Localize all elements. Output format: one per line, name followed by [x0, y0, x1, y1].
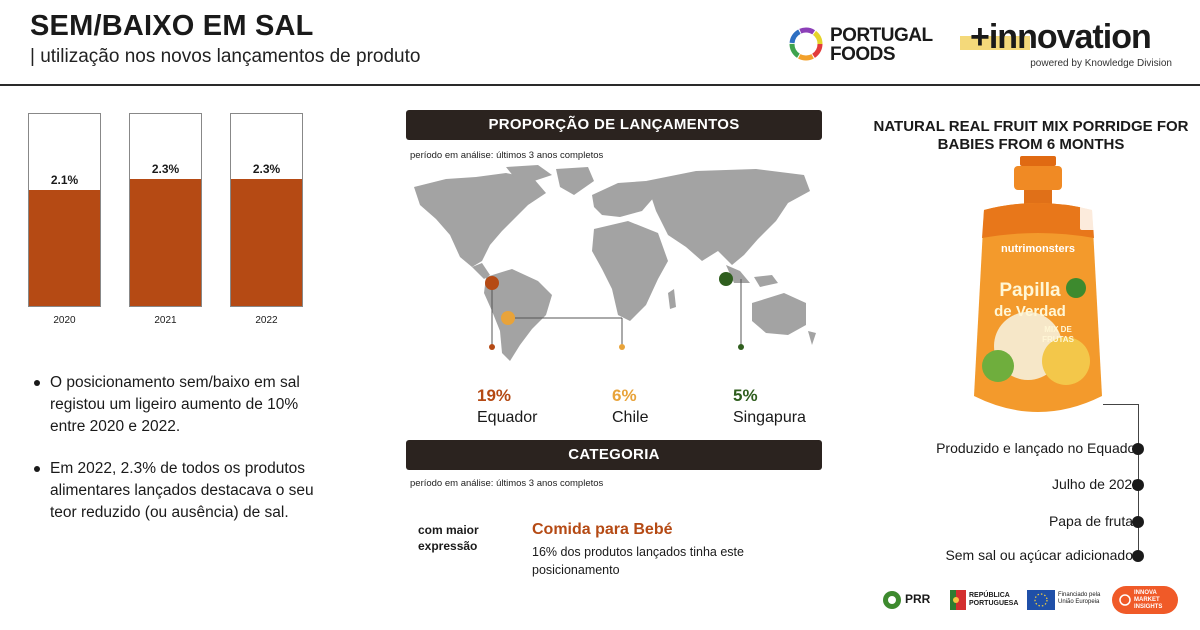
insight-item: O posicionamento sem/baixo em sal regist… [32, 372, 332, 438]
page-subtitle: | utilização nos novos lançamentos de pr… [30, 46, 421, 67]
portugal-foods-ring-icon [789, 27, 823, 61]
pouch-name-line1: Papilla [999, 280, 1061, 301]
bar-fill [231, 179, 302, 306]
bar-value-label: 2.3% [151, 162, 180, 176]
page-title: SEM/BAIXO EM SAL [30, 10, 314, 42]
pouch-sub-line2: FRUTAS [1042, 335, 1075, 344]
bar-value-label: 2.3% [252, 162, 281, 176]
innovation-powered-by: powered by Knowledge Division [1030, 58, 1172, 69]
bar-2020: 2.1% [28, 113, 101, 307]
pouch-brand: nutrimonsters [1001, 243, 1075, 255]
categoria-note: período em análise: últimos 3 anos compl… [410, 478, 604, 489]
product-fact: Sem sal ou açúcar adicionados [945, 547, 1140, 563]
categoria-label: com maior expressão [418, 522, 479, 554]
innova-line3: INSIGHTS [1134, 604, 1163, 610]
categoria-label-line2: expressão [418, 539, 478, 553]
bar-year-label: 2020 [53, 315, 76, 326]
fact-dot-icon [1132, 516, 1144, 528]
innovation-logo: +innovation powered by Knowledge Divisio… [960, 14, 1180, 74]
chile-marker-icon [501, 311, 515, 325]
pouch-sub-line1: MIX DE [1044, 325, 1072, 334]
prr-logo: PRR [882, 586, 944, 614]
republica-line2: PORTUGUESA [969, 600, 1019, 607]
bar-2022: 2.3% [230, 113, 303, 307]
republica-line1: REPÚBLICA [969, 592, 1010, 599]
singapura-marker-icon [719, 272, 733, 286]
insights-list: O posicionamento sem/baixo em sal regist… [32, 372, 332, 544]
categoria-name: Comida para Bebé [532, 521, 673, 538]
fact-dot-icon [1132, 443, 1144, 455]
product-fact: Papa de frutas [1048, 513, 1140, 529]
equador-label: Equador [477, 409, 538, 426]
logo-pf-line1: PORTUGAL [830, 25, 933, 46]
bar-fill [29, 190, 100, 306]
republica-logo: REPÚBLICA PORTUGUESA [950, 586, 1020, 614]
categoria-desc: 16% dos produtos lançados tinha este pos… [532, 545, 744, 577]
bar-fill [130, 179, 201, 306]
insight-item: Em 2022, 2.3% de todos os produtos alime… [32, 458, 332, 524]
categoria-label-line1: com maior [418, 523, 479, 537]
innova-circle-icon [1119, 594, 1131, 606]
logo-pf-line2: FOODS [830, 44, 896, 65]
singapura-pct: 5% [733, 386, 758, 405]
chile-label: Chile [612, 409, 649, 426]
product-fact: Produzido e lançado no Equador [936, 440, 1140, 456]
header-divider [0, 84, 1200, 86]
fact-dot-icon [1132, 479, 1144, 491]
bar-year-label: 2021 [154, 315, 177, 326]
fact-dot-icon [1132, 550, 1144, 562]
bar-value-label: 2.1% [50, 173, 79, 187]
bar-2021: 2.3% [129, 113, 202, 307]
product-pouch-image: nutrimonsters Papilla de Verdad MIX DE F… [974, 156, 1102, 412]
proporcao-note: período em análise: últimos 3 anos compl… [410, 150, 604, 161]
eu-logo: Financiado pela União Europeia [1027, 586, 1103, 614]
eu-flag-icon [1027, 590, 1055, 610]
chile-pct: 6% [612, 386, 637, 405]
pouch-name-line2: de Verdad [994, 303, 1066, 320]
world-map [414, 165, 816, 361]
facts-connector [1103, 404, 1138, 405]
eu-line2: União Europeia [1058, 599, 1100, 605]
singapura-label: Singapura [733, 409, 806, 426]
equador-pct: 19% [477, 386, 512, 405]
prr-emblem-icon [883, 591, 901, 609]
equador-marker-icon [485, 276, 499, 290]
innova-line2: MARKET [1134, 597, 1160, 603]
eu-line1: Financiado pela [1058, 592, 1101, 598]
innova-logo: INNOVA MARKET INSIGHTS [1112, 586, 1178, 614]
republica-flag-icon [950, 590, 966, 610]
categoria-heading: CATEGORIA [406, 440, 822, 470]
prr-text: PRR [905, 592, 931, 606]
bar-year-label: 2022 [255, 315, 278, 326]
proporcao-heading: PROPORÇÃO DE LANÇAMENTOS [406, 110, 822, 140]
innovation-highlight [960, 36, 1030, 50]
product-fact: Julho de 2022 [1052, 476, 1140, 492]
portugal-foods-logo: PORTUGAL FOODS [786, 24, 946, 68]
product-title: NATURAL REAL FRUIT MIX PORRIDGE FOR BABI… [873, 118, 1189, 153]
innovation-wordmark: +innovation [970, 18, 1152, 56]
innova-line1: INNOVA [1134, 590, 1157, 596]
